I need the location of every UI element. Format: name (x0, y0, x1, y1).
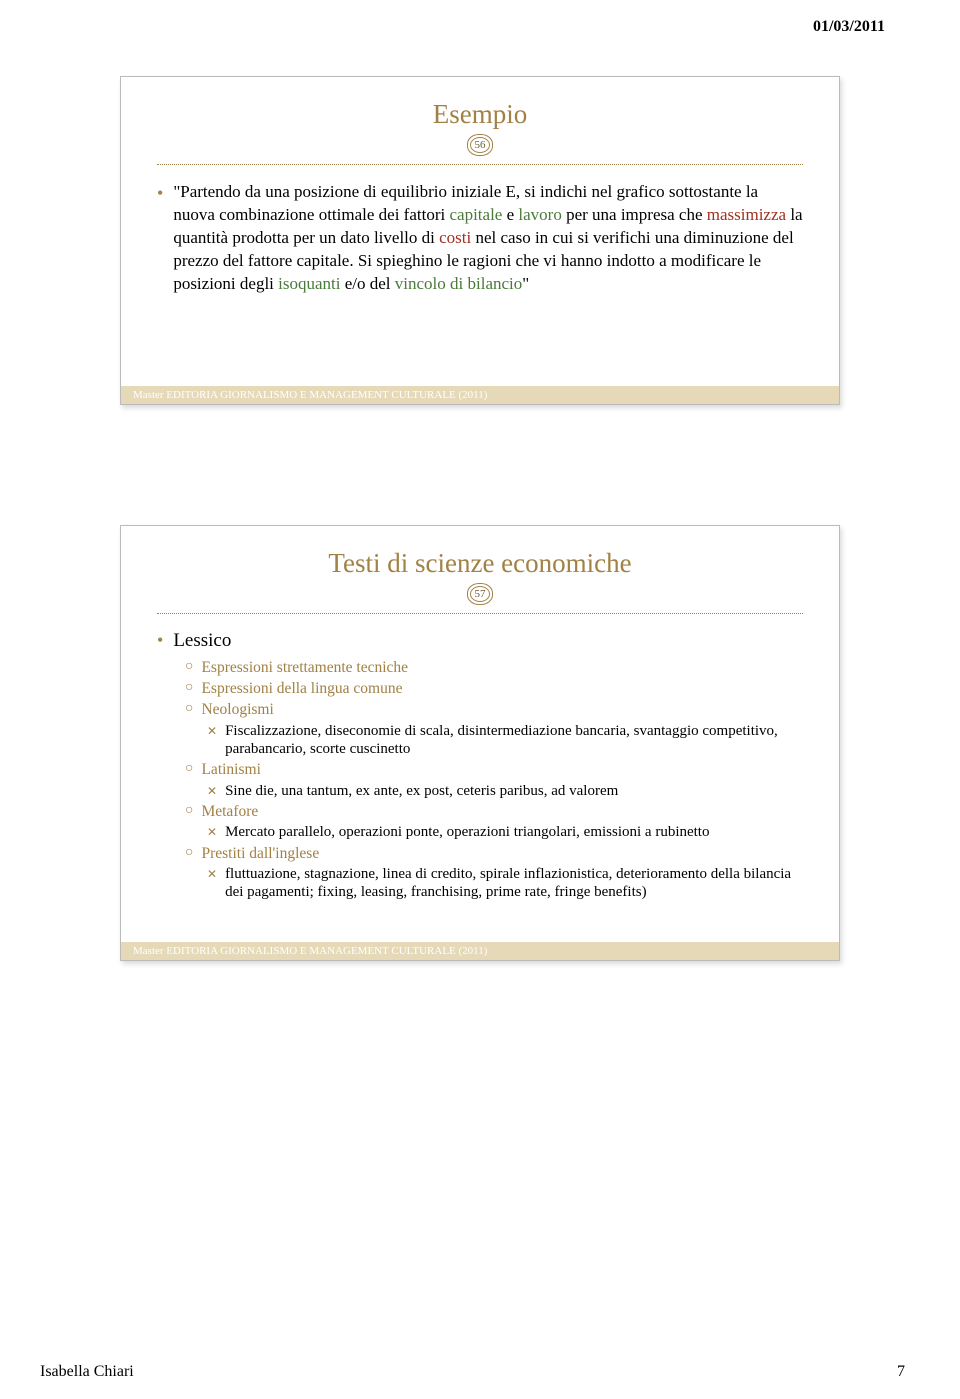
bullet-icon: • (157, 181, 163, 296)
highlight: capitale (449, 205, 502, 224)
footer-author: Isabella Chiari (40, 1363, 134, 1381)
page-footer: Isabella Chiari 7 (40, 1363, 905, 1381)
sub-item: Sine die, una tantum, ex ante, ex post, … (225, 782, 618, 800)
slide-content: • "Partendo da una posizione di equilibr… (157, 181, 803, 296)
page-number-badge: 56 (467, 134, 493, 156)
text: e (502, 205, 518, 224)
lessico-heading: Lessico (173, 630, 231, 652)
slide-esempio: Esempio 56 • "Partendo da una posizione … (120, 76, 840, 405)
sub-item: Mercato parallelo, operazioni ponte, ope… (225, 823, 709, 841)
slide-testi: Testi di scienze economiche 57 • Lessico… (120, 525, 840, 961)
highlight: lavoro (518, 205, 561, 224)
circle-icon: ○ (185, 679, 193, 698)
x-icon: ✕ (207, 825, 217, 841)
bullet-icon: • (157, 630, 163, 652)
item: Espressioni della lingua comune (201, 679, 402, 698)
footer-page-number: 7 (897, 1363, 905, 1381)
page-container: 01/03/2011 Esempio 56 • "Partendo da una… (0, 0, 960, 1399)
divider (157, 613, 803, 614)
slide-body: Esempio 56 • "Partendo da una posizione … (121, 77, 839, 296)
x-icon: ✕ (207, 784, 217, 800)
slide-footer: Master EDITORIA GIORNALISMO E MANAGEMENT… (121, 386, 839, 404)
circle-icon: ○ (185, 658, 193, 677)
header-date: 01/03/2011 (55, 18, 905, 36)
slide-footer: Master EDITORIA GIORNALISMO E MANAGEMENT… (121, 942, 839, 960)
circle-icon: ○ (185, 844, 193, 863)
divider (157, 164, 803, 165)
circle-icon: ○ (185, 802, 193, 821)
sub-item: fluttuazione, stagnazione, linea di cred… (225, 865, 803, 902)
x-icon: ✕ (207, 867, 217, 902)
slide-title: Esempio (157, 99, 803, 130)
highlight: massimizza (707, 205, 786, 224)
sub-item: Fiscalizzazione, diseconomie di scala, d… (225, 722, 803, 759)
sublist: ○ Espressioni strettamente tecniche ○ Espr… (185, 658, 803, 720)
text: e/o del (340, 274, 394, 293)
highlight: vincolo di bilancio (395, 274, 522, 293)
highlight: isoquanti (278, 274, 340, 293)
item: Metafore (201, 802, 258, 821)
slide-title: Testi di scienze economiche (157, 548, 803, 579)
item: Latinismi (201, 760, 260, 779)
x-icon: ✕ (207, 724, 217, 759)
page-number-badge: 57 (467, 583, 493, 605)
paragraph: "Partendo da una posizione di equilibrio… (173, 181, 803, 296)
slide-body: Testi di scienze economiche 57 • Lessico… (121, 526, 839, 902)
item: Prestiti dall'inglese (201, 844, 319, 863)
item: Neologismi (201, 700, 273, 719)
item: Espressioni strettamente tecniche (201, 658, 408, 677)
circle-icon: ○ (185, 760, 193, 779)
circle-icon: ○ (185, 700, 193, 719)
text: per una impresa che (562, 205, 707, 224)
text: " (522, 274, 529, 293)
highlight: costi (439, 228, 471, 247)
list-root: • Lessico (157, 630, 803, 652)
